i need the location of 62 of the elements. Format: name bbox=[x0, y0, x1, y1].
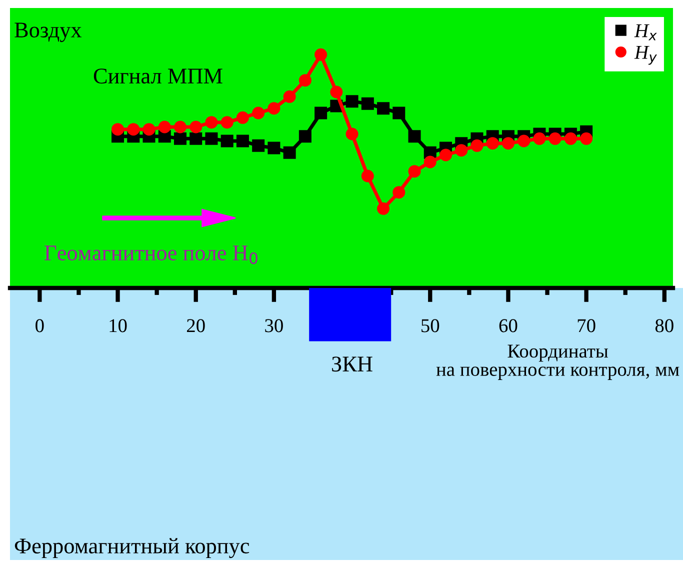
point bbox=[533, 132, 546, 145]
x-tick-label: 80 bbox=[655, 319, 674, 332]
point bbox=[283, 146, 296, 159]
x-tick-label: 30 bbox=[265, 319, 283, 332]
annotation: Геомагнитное поле H$_{0}$ bbox=[44, 246, 258, 264]
x-axis-title: Координаты на поверхности контроля, мм bbox=[436, 344, 680, 380]
point bbox=[314, 106, 328, 120]
point bbox=[205, 116, 218, 129]
text: Ферромагнитный корпус bbox=[14, 538, 250, 558]
point bbox=[158, 120, 171, 134]
point bbox=[174, 120, 186, 134]
x-tick-label: 60 bbox=[499, 319, 518, 332]
point bbox=[392, 106, 406, 120]
point bbox=[190, 120, 202, 134]
point bbox=[252, 106, 265, 120]
point bbox=[346, 95, 358, 108]
point bbox=[205, 132, 218, 145]
point bbox=[548, 132, 562, 145]
annotation: Сигнал МПМ bbox=[94, 68, 222, 84]
point bbox=[392, 186, 406, 199]
text: ЗКН bbox=[332, 356, 372, 372]
point bbox=[268, 142, 280, 154]
point bbox=[174, 132, 186, 145]
point bbox=[408, 165, 421, 178]
point bbox=[220, 134, 234, 148]
point bbox=[455, 144, 468, 157]
point bbox=[377, 202, 390, 215]
x-tick-label: 50 bbox=[422, 319, 440, 332]
point bbox=[502, 137, 514, 150]
text: Воздух bbox=[14, 22, 82, 42]
point bbox=[127, 123, 140, 136]
point bbox=[220, 116, 234, 129]
point bbox=[142, 123, 156, 136]
point bbox=[236, 111, 249, 124]
point bbox=[377, 102, 390, 115]
point bbox=[486, 137, 499, 150]
point bbox=[424, 156, 436, 168]
point bbox=[518, 134, 530, 148]
x-tick-label: 70 bbox=[578, 319, 596, 332]
point bbox=[361, 97, 374, 110]
point bbox=[252, 139, 265, 152]
point bbox=[361, 170, 374, 182]
point bbox=[564, 132, 577, 145]
point bbox=[580, 132, 593, 145]
legend-label: H$_{y}$ bbox=[634, 46, 657, 65]
point bbox=[314, 48, 328, 61]
x-tick-label: 20 bbox=[186, 319, 205, 332]
point bbox=[112, 123, 124, 136]
point bbox=[440, 148, 452, 162]
point bbox=[298, 74, 312, 87]
point bbox=[190, 132, 202, 145]
point bbox=[298, 130, 312, 143]
point bbox=[330, 86, 343, 98]
point bbox=[346, 128, 358, 140]
x-tick-label: 10 bbox=[110, 319, 127, 332]
point bbox=[283, 90, 296, 103]
point bbox=[268, 102, 280, 115]
x-tick-label: 0 bbox=[36, 319, 44, 332]
legend-label: H$_{x}$ bbox=[634, 24, 657, 40]
point bbox=[470, 139, 484, 152]
point bbox=[236, 134, 249, 148]
point bbox=[408, 130, 421, 143]
